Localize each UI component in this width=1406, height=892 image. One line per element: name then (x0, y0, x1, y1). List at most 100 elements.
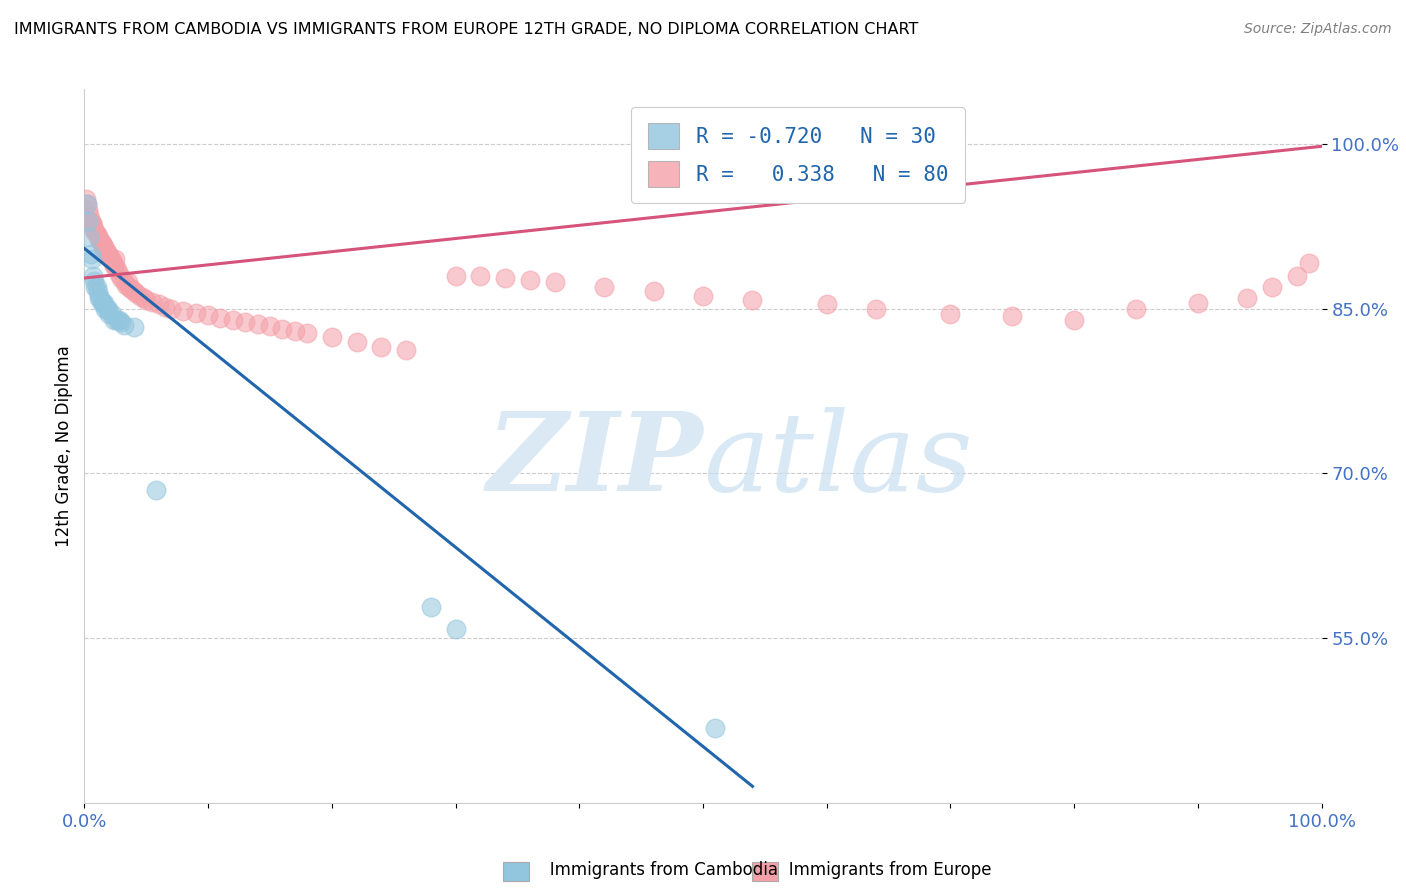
Point (82, 219, 104, 234)
Point (295, 326, 318, 340)
Point (112, 318, 135, 333)
Point (1063, 312, 1085, 326)
Point (1187, 296, 1209, 310)
Point (87, 229, 110, 244)
Point (90, 296, 112, 310)
Point (197, 309, 219, 323)
Point (122, 320, 145, 334)
Text: Immigrants from Cambodia: Immigrants from Cambodia (534, 861, 779, 879)
Point (865, 301, 887, 316)
Point (145, 483, 167, 497)
Text: ZIP: ZIP (486, 407, 703, 514)
Point (939, 307, 962, 321)
Point (246, 317, 269, 331)
Point (84, 280, 107, 294)
Point (110, 315, 132, 329)
Point (704, 721, 727, 735)
Point (184, 306, 207, 320)
Point (1236, 291, 1258, 305)
Point (101, 255, 124, 269)
Point (103, 312, 125, 326)
Point (82, 268, 104, 283)
Point (233, 315, 256, 329)
Point (105, 312, 128, 326)
Point (93, 296, 115, 310)
Point (79, 247, 101, 261)
Point (120, 282, 142, 296)
Point (132, 291, 155, 305)
Point (91, 241, 114, 255)
Text: Source: ZipAtlas.com: Source: ZipAtlas.com (1244, 22, 1392, 37)
Text: Immigrants from Europe: Immigrants from Europe (773, 861, 991, 879)
Point (519, 273, 541, 287)
Point (370, 340, 392, 354)
Legend: R = -0.720   N = 30, R =   0.338   N = 80: R = -0.720 N = 30, R = 0.338 N = 80 (631, 107, 965, 203)
Point (110, 271, 132, 285)
Point (98, 307, 121, 321)
Point (148, 297, 170, 311)
Point (100, 253, 122, 268)
Point (1298, 255, 1320, 269)
Point (76, 197, 98, 211)
Point (108, 312, 131, 326)
Point (90, 235, 112, 250)
Point (494, 271, 516, 285)
Point (141, 295, 163, 310)
Point (97, 247, 120, 261)
Point (80, 216, 103, 230)
Point (89, 234, 111, 248)
Point (395, 343, 418, 358)
Point (83, 223, 105, 237)
Point (105, 262, 128, 277)
Point (129, 288, 152, 302)
Point (77, 214, 100, 228)
Point (79, 216, 101, 230)
Point (87, 285, 110, 300)
Point (94, 301, 117, 316)
Point (84, 225, 107, 239)
Point (444, 268, 467, 283)
Point (321, 330, 343, 344)
Point (98, 252, 121, 266)
Point (593, 280, 616, 294)
Point (118, 280, 141, 294)
Point (104, 252, 127, 267)
Point (80, 252, 103, 267)
Point (643, 284, 665, 298)
Point (117, 276, 139, 290)
Point (96, 244, 118, 259)
Point (259, 319, 281, 334)
Point (172, 304, 194, 318)
Point (98, 249, 121, 263)
Point (543, 276, 565, 290)
Point (83, 274, 105, 288)
Point (419, 600, 441, 615)
Point (79, 214, 101, 228)
Point (1285, 268, 1308, 283)
Point (222, 312, 245, 326)
Point (1001, 310, 1024, 324)
Point (692, 288, 714, 302)
Point (91, 238, 114, 252)
Point (815, 297, 838, 311)
Point (125, 286, 148, 301)
Point (89, 291, 111, 305)
Point (1261, 280, 1284, 294)
Point (89, 231, 111, 245)
Point (470, 268, 492, 283)
Point (271, 321, 294, 335)
Point (108, 267, 131, 281)
Point (93, 240, 115, 254)
Point (100, 307, 122, 321)
Point (284, 324, 307, 338)
Point (103, 258, 125, 272)
Point (77, 202, 100, 217)
Point (153, 300, 176, 314)
Text: atlas: atlas (703, 407, 973, 514)
Point (115, 277, 138, 292)
Point (444, 623, 467, 637)
Text: IMMIGRANTS FROM CAMBODIA VS IMMIGRANTS FROM EUROPE 12TH GRADE, NO DIPLOMA CORREL: IMMIGRANTS FROM CAMBODIA VS IMMIGRANTS F… (14, 22, 918, 37)
Point (79, 209, 101, 223)
Point (104, 260, 127, 274)
Point (86, 280, 108, 294)
